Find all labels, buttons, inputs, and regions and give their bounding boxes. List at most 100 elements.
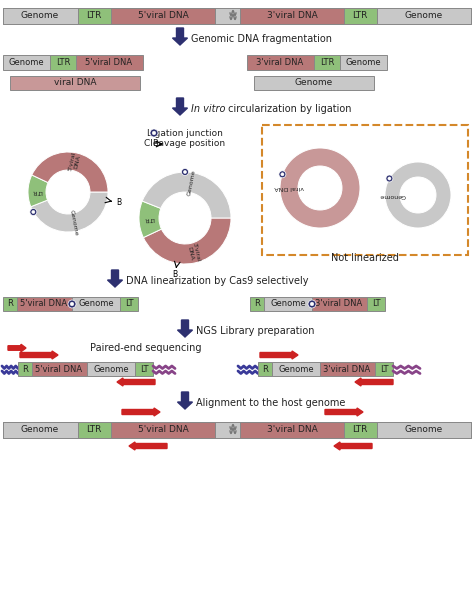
Circle shape (310, 302, 314, 306)
Text: 3'viral DNA: 3'viral DNA (315, 299, 363, 308)
Wedge shape (143, 218, 231, 264)
Bar (72, 297, 120, 311)
Text: Genome: Genome (21, 12, 59, 20)
Text: Genome: Genome (405, 12, 443, 20)
Bar (17, 297, 72, 311)
Text: Genome: Genome (295, 78, 333, 87)
Text: Genome: Genome (8, 58, 44, 67)
Bar (3, 8, 78, 24)
FancyArrow shape (173, 98, 188, 115)
FancyArrow shape (122, 408, 160, 416)
Text: LTR: LTR (352, 12, 368, 20)
Bar (18, 362, 32, 376)
Wedge shape (385, 162, 451, 228)
Bar (375, 362, 393, 376)
Text: Genome: Genome (278, 365, 314, 373)
Text: R: R (22, 365, 28, 373)
Bar (377, 422, 471, 438)
FancyArrow shape (334, 442, 372, 450)
Text: 5'viral
DNA: 5'viral DNA (67, 151, 82, 173)
Bar (78, 8, 111, 24)
Bar (272, 362, 320, 376)
FancyArrow shape (108, 270, 122, 287)
Bar (111, 422, 215, 438)
Bar (320, 362, 375, 376)
Wedge shape (280, 148, 360, 228)
Circle shape (388, 177, 391, 180)
Bar (250, 297, 264, 311)
Text: 3'viral DNA: 3'viral DNA (266, 425, 318, 435)
Wedge shape (142, 172, 231, 218)
Bar (377, 8, 471, 24)
Text: LTR: LTR (144, 217, 155, 222)
Text: B: B (116, 198, 121, 207)
Text: 3'viral
DNA: 3'viral DNA (185, 242, 200, 264)
FancyArrow shape (20, 351, 58, 359)
FancyArrow shape (173, 28, 188, 45)
Text: Not linearized: Not linearized (331, 253, 399, 263)
Text: viral DNA: viral DNA (54, 78, 96, 87)
Text: In vitro: In vitro (191, 104, 226, 114)
Text: Genome: Genome (93, 365, 129, 373)
Circle shape (152, 131, 156, 135)
Bar (10, 76, 140, 90)
Bar (3, 55, 50, 70)
FancyArrow shape (325, 408, 363, 416)
Bar (258, 362, 272, 376)
Text: Genome: Genome (21, 425, 59, 435)
Circle shape (308, 300, 316, 308)
Text: LT: LT (380, 365, 388, 373)
Text: LTR: LTR (56, 58, 70, 67)
Text: LTR: LTR (86, 425, 102, 435)
Text: R: R (254, 299, 260, 308)
Bar (367, 297, 385, 311)
Bar (344, 422, 377, 438)
FancyArrow shape (260, 351, 298, 359)
Circle shape (70, 302, 74, 306)
Wedge shape (139, 201, 162, 237)
Text: 5'viral DNA: 5'viral DNA (20, 299, 68, 308)
Bar (78, 422, 111, 438)
Wedge shape (31, 192, 108, 232)
Circle shape (32, 211, 35, 214)
Circle shape (279, 171, 286, 178)
Text: viral DNA: viral DNA (274, 185, 304, 190)
Text: Genome: Genome (270, 299, 306, 308)
Text: Alignment to the host genome: Alignment to the host genome (196, 398, 346, 408)
Bar (87, 362, 135, 376)
Text: 5'viral DNA: 5'viral DNA (137, 12, 188, 20)
Bar (135, 362, 153, 376)
Text: DNA linearization by Cas9 selectively: DNA linearization by Cas9 selectively (126, 276, 309, 286)
Bar (76, 55, 143, 70)
Text: Paired-end sequencing: Paired-end sequencing (90, 343, 201, 353)
Text: 3'viral DNA: 3'viral DNA (266, 12, 318, 20)
Text: 3'viral DNA: 3'viral DNA (256, 58, 304, 67)
Bar (3, 422, 78, 438)
Text: 5'viral DNA: 5'viral DNA (85, 58, 133, 67)
Text: R: R (7, 299, 13, 308)
Text: Genome: Genome (405, 425, 443, 435)
Text: Genome: Genome (345, 58, 381, 67)
FancyArrow shape (8, 344, 26, 352)
Circle shape (183, 170, 187, 174)
Text: LTR: LTR (352, 425, 368, 435)
Text: Genomic DNA fragmentation: Genomic DNA fragmentation (191, 34, 332, 44)
FancyArrow shape (355, 378, 393, 386)
Text: LT: LT (140, 365, 148, 373)
Text: 5'viral DNA: 5'viral DNA (36, 365, 82, 373)
Bar (240, 422, 344, 438)
Text: B: B (152, 140, 158, 149)
Bar (120, 297, 138, 311)
Circle shape (386, 175, 393, 182)
Circle shape (30, 209, 37, 215)
Circle shape (68, 300, 76, 308)
Bar (264, 297, 312, 311)
Text: 3'viral DNA: 3'viral DNA (323, 365, 371, 373)
Bar (3, 422, 471, 438)
Bar (340, 55, 387, 70)
FancyArrow shape (117, 378, 155, 386)
Bar (262, 125, 468, 255)
Bar (312, 297, 367, 311)
Text: NGS Library preparation: NGS Library preparation (196, 326, 315, 336)
Circle shape (281, 173, 284, 176)
